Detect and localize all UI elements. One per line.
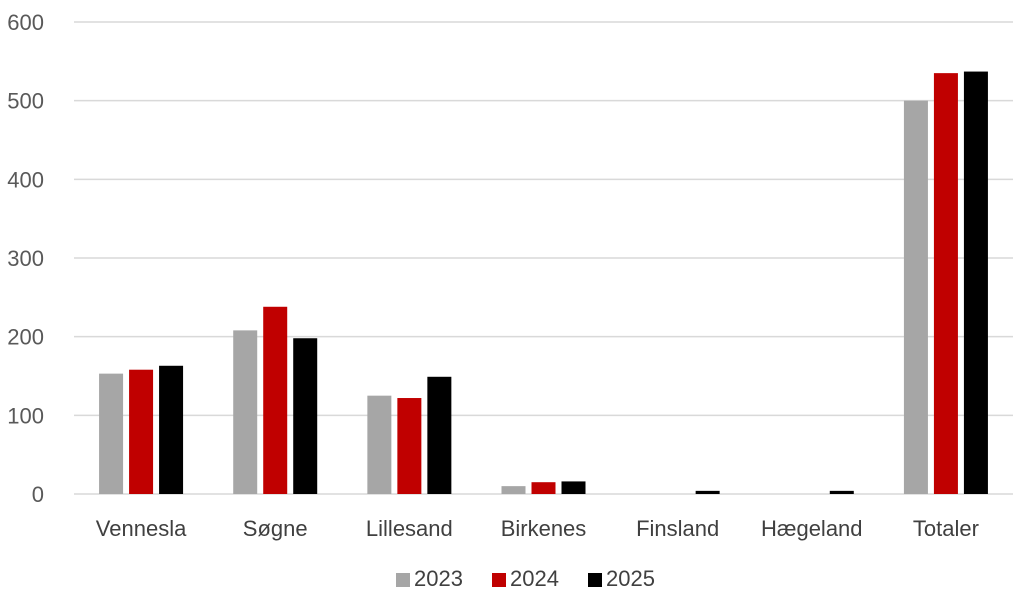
y-axis-ticks: 0 100 200 300 400 500 600 (7, 10, 44, 507)
x-category-label: Totaler (913, 516, 979, 541)
bar-2024-Birkenes (531, 482, 556, 494)
bar-2023-Søgne (233, 330, 258, 494)
legend-swatch-2023 (396, 573, 410, 587)
x-category-label: Vennesla (96, 516, 187, 541)
bar-2023-Lillesand (367, 395, 392, 494)
bar-2024-Søgne (263, 306, 288, 494)
bar-2025-Lillesand (427, 376, 452, 494)
legend-label-2024: 2024 (510, 566, 559, 591)
bar-2023-Birkenes (501, 486, 526, 494)
y-tick-label: 300 (7, 246, 44, 271)
bar-2025-Søgne (293, 338, 318, 494)
y-tick-label: 400 (7, 167, 44, 192)
legend: 2023 2024 2025 (396, 566, 655, 591)
y-tick-label: 100 (7, 403, 44, 428)
bar-2024-Vennesla (129, 369, 154, 494)
bar-2024-Lillesand (397, 398, 422, 494)
x-category-label: Hægeland (761, 516, 863, 541)
bar-2023-Totaler (903, 100, 928, 495)
legend-label-2025: 2025 (606, 566, 655, 591)
bar-2024-Totaler (933, 73, 958, 494)
legend-label-2023: 2023 (414, 566, 463, 591)
bar-2025-Birkenes (561, 481, 586, 494)
x-category-label: Finsland (636, 516, 719, 541)
bar-2025-Finsland (695, 490, 720, 494)
y-tick-label: 500 (7, 89, 44, 114)
y-tick-label: 200 (7, 325, 44, 350)
y-tick-label: 0 (32, 482, 44, 507)
x-category-label: Birkenes (501, 516, 587, 541)
y-tick-label: 600 (7, 10, 44, 35)
bar-2025-Hægeland (829, 490, 854, 494)
bar-2025-Vennesla (159, 365, 184, 494)
legend-swatch-2024 (492, 573, 506, 587)
legend-swatch-2025 (588, 573, 602, 587)
x-category-label: Lillesand (366, 516, 453, 541)
bar-2023-Vennesla (99, 373, 124, 494)
x-axis-labels: Vennesla Søgne Lillesand Birkenes Finsland Hæ… (96, 516, 979, 541)
x-category-label: Søgne (243, 516, 308, 541)
gridlines (74, 21, 1013, 495)
bars (99, 71, 988, 495)
bar-2025-Totaler (963, 71, 988, 494)
